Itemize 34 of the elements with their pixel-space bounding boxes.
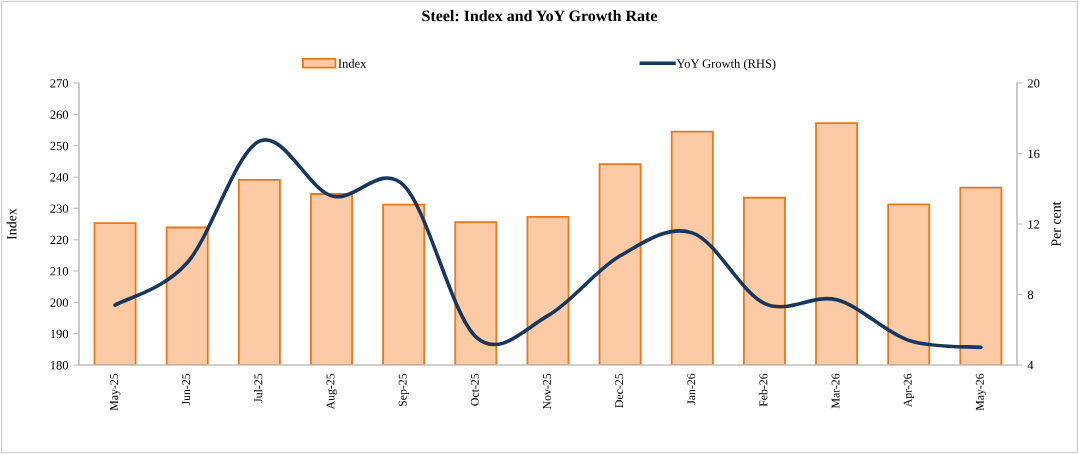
legend-label: Index xyxy=(338,59,367,68)
y-tick-label: 180 xyxy=(50,361,69,370)
x-tick-label: May-26 xyxy=(975,373,987,411)
y-tick-label: 230 xyxy=(50,204,69,213)
y-tick-label: 250 xyxy=(50,141,69,151)
y-tick-label: 210 xyxy=(50,267,69,276)
x-tick-label: Mar-26 xyxy=(831,373,840,409)
x-tick-label: Sep-25 xyxy=(398,373,410,406)
y-tick-label: 270 xyxy=(50,79,69,88)
x-tick-label: Dec-25 xyxy=(615,373,624,408)
y2-tick-label: 4 xyxy=(1027,361,1034,370)
x-tick-label: Feb-26 xyxy=(759,373,768,407)
x-tick-label: Aug-25 xyxy=(326,373,337,410)
y-tick-label: 200 xyxy=(50,298,69,307)
y-tick-label: 260 xyxy=(50,110,69,119)
x-tick-label: Jul-25 xyxy=(254,373,263,403)
y-tick-label: 240 xyxy=(50,173,69,182)
x-tick-label: Oct-25 xyxy=(470,373,479,406)
legend-label: YoY Growth (RHS) xyxy=(676,59,776,71)
x-tick-label: May-25 xyxy=(110,373,121,411)
chart-title: Steel: Index and YoY Growth Rate xyxy=(422,10,658,22)
x-tick-label: Apr-26 xyxy=(903,373,915,408)
y2-tick-label: 16 xyxy=(1028,149,1040,159)
y2-axis-title: Per cent xyxy=(1051,201,1061,247)
x-tick-label: Jan-26 xyxy=(687,373,696,405)
x-tick-label: Nov-25 xyxy=(542,373,551,410)
y2-tick-label: 12 xyxy=(1028,220,1040,229)
y-tick-label: 220 xyxy=(50,235,69,245)
y2-tick-label: 8 xyxy=(1027,290,1034,299)
y-axis-title: Index xyxy=(6,208,17,240)
line-series xyxy=(113,138,983,350)
x-tick-label: Jun-25 xyxy=(182,373,191,406)
y2-tick-label: 20 xyxy=(1027,79,1040,88)
y-tick-label: 190 xyxy=(50,329,69,339)
